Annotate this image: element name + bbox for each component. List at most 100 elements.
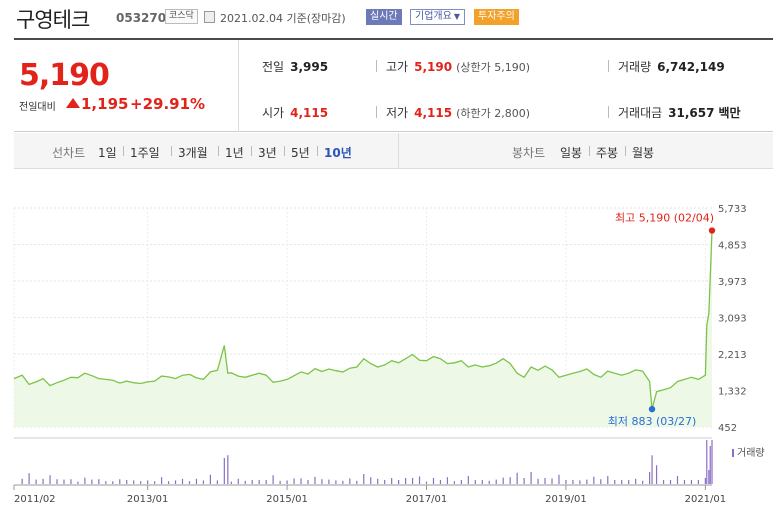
volume-value: 6,742,149 (657, 60, 725, 74)
period-5y[interactable]: 5년 (291, 146, 310, 160)
volume-bar (377, 478, 379, 484)
volume-bar (523, 478, 525, 484)
company-overview-dropdown[interactable]: 기업개요 ▼ (410, 9, 465, 25)
x-tick-label: 2017/01 (406, 494, 448, 505)
volume-bar (307, 480, 309, 484)
high-price: 고가 5,190 (상한가 5,190) (386, 58, 530, 75)
volume-bar (28, 473, 30, 484)
period-bar: 선차트 1일 1주일 3개월 1년 3년 5년 10년 봉차트 일봉 주봉 월봉 (14, 133, 773, 169)
volume-bar (258, 480, 260, 484)
volume-bar (202, 480, 205, 484)
volume-bar (370, 477, 372, 484)
market-badge: 코스닥 (165, 9, 198, 24)
high-point-marker (708, 227, 716, 234)
volume-bar (635, 478, 637, 484)
volume-bar (56, 479, 58, 484)
volume-bar (642, 480, 644, 484)
investment-warning-badge: 투자주의 (474, 9, 519, 25)
volume-bar (209, 474, 211, 484)
prev-close-value: 3,995 (290, 60, 329, 74)
realtime-button[interactable]: 실시간 (366, 9, 402, 25)
volume-bar (154, 481, 156, 484)
low-label: 최저 883 (03/27) (608, 415, 697, 428)
volume-bar (621, 480, 623, 484)
volume-bar (446, 477, 449, 484)
volume-bar (593, 476, 595, 484)
candle-weekly[interactable]: 주봉 (596, 146, 619, 160)
volume-bar (572, 480, 574, 484)
volume-bar (391, 478, 393, 484)
volume-bar (174, 480, 177, 484)
x-tick-label: 2019/01 (545, 494, 587, 505)
divider (251, 146, 252, 156)
volume-bar (558, 474, 560, 484)
volume-bar (272, 475, 274, 484)
volume-bar (265, 480, 267, 484)
volume-bar (216, 480, 218, 484)
volume-bar (70, 479, 72, 484)
volume-bars (21, 440, 713, 484)
candle-monthly[interactable]: 월봉 (632, 146, 655, 160)
volume-bar (133, 480, 135, 484)
period-10y[interactable]: 10년 (324, 146, 352, 160)
price-chart: 5,733 4,853 3,973 3,093 2,213 1,332 452 2011/0… (13, 204, 765, 505)
divider (376, 106, 377, 118)
volume-bar (98, 479, 100, 484)
candle-daily[interactable]: 일봉 (560, 146, 583, 160)
period-1d[interactable]: 1일 (98, 146, 117, 160)
volume-bar (77, 481, 79, 484)
volume-bar (244, 480, 246, 484)
volume-bar (676, 476, 679, 484)
divider (171, 146, 172, 156)
period-1y[interactable]: 1년 (225, 146, 244, 160)
volume-bar (509, 477, 511, 484)
volume-bar (614, 480, 616, 484)
divider (123, 146, 124, 156)
volume-bar (195, 478, 198, 484)
trade-amount: 거래대금 31,657 백만 (618, 104, 741, 121)
price-change: 1,195 (81, 95, 129, 113)
volume-bar (167, 481, 170, 484)
high-label: 최고 5,190 (02/04) (615, 212, 714, 225)
volume-bar (335, 480, 337, 484)
low-value: 4,115 (414, 106, 453, 120)
high-note: (상한가 5,190) (456, 61, 530, 74)
volume-bar (126, 480, 128, 484)
divider (589, 146, 590, 156)
volume-bar (105, 481, 107, 484)
y-tick-label: 3,093 (718, 314, 747, 325)
volume-bar (432, 478, 435, 484)
volume-bar (230, 481, 232, 484)
volume-bar (551, 478, 553, 484)
volume-bar (708, 470, 710, 484)
volume-bar (690, 480, 693, 484)
divider (608, 60, 609, 72)
volume-bar (227, 455, 229, 484)
x-tick-label: 2013/01 (127, 494, 169, 505)
volume-bar (223, 458, 225, 484)
volume-bar (704, 478, 706, 484)
open-price: 시가 4,115 (262, 104, 328, 121)
x-tick-label: 2015/01 (266, 494, 308, 505)
volume-bar (140, 481, 142, 484)
divider (218, 146, 219, 156)
volume-bar (328, 479, 330, 484)
volume-bar (119, 479, 121, 484)
x-tick-label: 2021/01 (685, 494, 727, 505)
period-3y[interactable]: 3년 (258, 146, 277, 160)
volume-bar (314, 476, 316, 484)
price-area (14, 230, 712, 427)
volume-bar (453, 481, 455, 484)
volume-bar (607, 476, 609, 484)
y-axis-labels: 5,733 4,853 3,973 3,093 2,213 1,332 452 (718, 204, 747, 434)
period-1w[interactable]: 1주일 (130, 146, 160, 160)
open-value: 4,115 (290, 106, 329, 120)
period-3m[interactable]: 3개월 (178, 146, 208, 160)
volume-bar (425, 481, 428, 484)
volume-bar (488, 480, 490, 484)
date-value: 2021.02.04 (220, 12, 283, 25)
volume-bar (160, 477, 163, 484)
volume-bar (706, 440, 708, 484)
x-tick-label: 2011/02 (14, 494, 56, 505)
volume-legend-swatch (732, 449, 734, 457)
